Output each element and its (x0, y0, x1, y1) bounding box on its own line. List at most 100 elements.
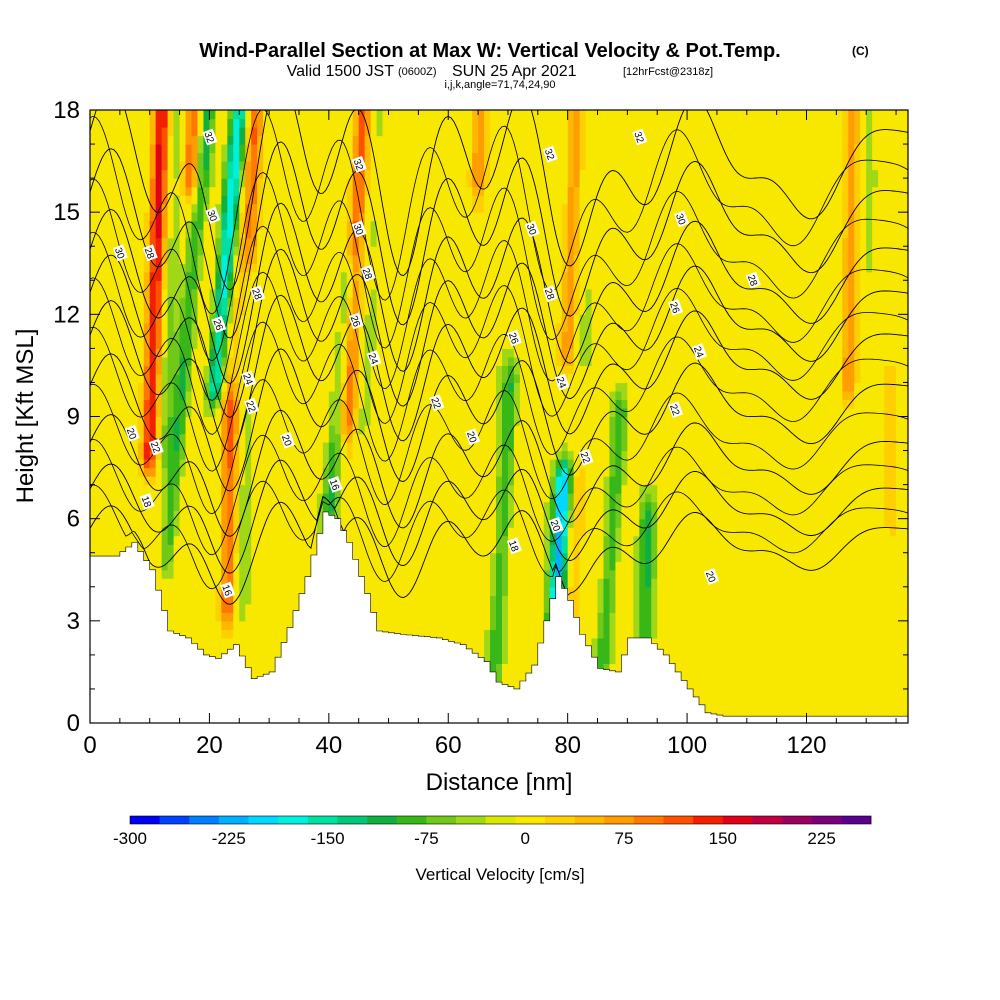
velocity-cell (161, 552, 169, 562)
velocity-cell (209, 646, 216, 656)
velocity-cell (304, 399, 312, 409)
velocity-cell (203, 212, 211, 222)
velocity-cell (430, 348, 437, 358)
velocity-cell (352, 212, 360, 222)
velocity-cell (322, 178, 330, 188)
velocity-cell (167, 612, 175, 622)
velocity-cell (281, 569, 288, 579)
velocity-cell (107, 237, 115, 247)
velocity-cell (484, 161, 491, 171)
velocity-cell (221, 535, 228, 545)
velocity-cell (430, 442, 437, 452)
velocity-cell (215, 203, 222, 213)
velocity-cell (400, 399, 408, 409)
velocity-cell (275, 416, 282, 426)
velocity-cell (281, 425, 288, 435)
velocity-cell (257, 637, 264, 647)
velocity-cell (496, 118, 503, 128)
velocity-cell (328, 467, 336, 477)
velocity-cell (149, 195, 157, 205)
velocity-cell (316, 110, 324, 120)
velocity-cell (490, 152, 497, 162)
velocity-cell (472, 620, 479, 630)
velocity-cell (364, 127, 372, 137)
velocity-cell (137, 339, 145, 349)
velocity-cell (466, 629, 473, 639)
velocity-cell (406, 586, 414, 596)
velocity-cell (382, 127, 390, 137)
velocity-cell (209, 535, 216, 545)
velocity-cell (185, 442, 193, 452)
velocity-cell (484, 442, 491, 452)
velocity-cell (203, 288, 211, 298)
velocity-cell (119, 373, 127, 384)
velocity-cell (101, 339, 109, 349)
velocity-cell (478, 229, 485, 239)
velocity-cell (215, 425, 222, 435)
velocity-cell (310, 356, 318, 367)
velocity-cell (239, 127, 246, 137)
velocity-cell (352, 535, 360, 545)
velocity-cell (107, 365, 115, 375)
velocity-cell (149, 331, 157, 341)
velocity-cell (263, 484, 270, 494)
velocity-cell (424, 169, 431, 179)
velocity-cell (257, 544, 264, 554)
velocity-cell (155, 433, 163, 443)
velocity-cell (478, 212, 485, 222)
velocity-cell (239, 390, 246, 401)
velocity-cell (113, 331, 121, 341)
velocity-cell (257, 314, 264, 324)
velocity-cell (191, 229, 199, 239)
velocity-cell (418, 561, 425, 571)
velocity-cell (388, 135, 396, 145)
velocity-cell (155, 544, 163, 554)
velocity-cell (293, 331, 300, 341)
velocity-cell (245, 552, 252, 562)
velocity-cell (304, 280, 312, 290)
velocity-cell (496, 595, 503, 605)
velocity-cell (298, 280, 306, 290)
velocity-cell (131, 135, 139, 145)
velocity-cell (275, 484, 282, 494)
velocity-cell (484, 654, 491, 664)
velocity-cell (400, 603, 408, 613)
velocity-cell (155, 356, 163, 367)
velocity-cell (185, 195, 193, 205)
velocity-cell (388, 484, 396, 494)
velocity-cell (400, 578, 408, 588)
velocity-cell (454, 331, 461, 341)
velocity-cell (418, 297, 425, 307)
velocity-cell (203, 373, 211, 384)
velocity-cell (137, 442, 145, 452)
velocity-cell (90, 467, 97, 477)
velocity-cell (454, 425, 461, 435)
velocity-cell (346, 373, 354, 384)
velocity-cell (472, 459, 479, 469)
velocity-cell (185, 220, 193, 230)
velocity-cell (460, 612, 467, 622)
velocity-cell (364, 314, 372, 324)
velocity-cell (304, 561, 312, 571)
velocity-cell (245, 356, 252, 367)
velocity-cell (179, 195, 187, 205)
velocity-cell (454, 595, 461, 605)
velocity-cell (287, 229, 294, 239)
velocity-cell (484, 612, 491, 622)
velocity-cell (257, 118, 264, 128)
velocity-cell (501, 671, 509, 682)
velocity-cell (101, 127, 109, 137)
velocity-cell (358, 569, 366, 579)
velocity-cell (167, 416, 175, 426)
velocity-cell (203, 459, 211, 469)
velocity-cell (478, 493, 485, 503)
velocity-cell (179, 416, 187, 426)
velocity-cell (173, 152, 181, 162)
velocity-cell (346, 152, 354, 162)
velocity-cell (436, 169, 443, 179)
velocity-cell (388, 271, 396, 281)
velocity-cell (269, 467, 276, 477)
velocity-cell (358, 390, 366, 401)
velocity-cell (233, 459, 240, 469)
velocity-cell (239, 476, 246, 486)
